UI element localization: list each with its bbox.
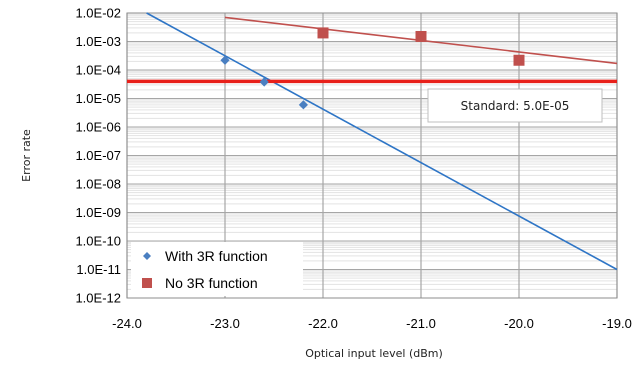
x-tick-label: -24.0 [112,316,142,331]
y-tick-label: 1.0E-04 [75,63,121,78]
y-tick-label: 1.0E-07 [75,148,121,163]
y-tick-label: 1.0E-06 [75,120,121,135]
y-tick-label: 1.0E-11 [76,262,121,277]
legend-label: No 3R function [165,275,258,291]
legend-marker-square [142,278,152,288]
y-tick-labels: 1.0E-12 1.0E-11 1.0E-10 1.0E-09 1.0E-08 1.0E-… [75,6,121,306]
standard-annotation: Standard: 5.0E-05 [427,88,603,123]
x-tick-labels: -24.0 -23.0 -22.0 -21.0 -20.0 -19.0 [112,316,632,331]
x-tick-label: -22.0 [308,316,338,331]
annotation-text: Standard: 5.0E-05 [461,99,570,113]
data-point-diamond [259,77,269,87]
data-point-square [317,27,329,39]
legend-marker-diamond [143,252,151,260]
trendline [146,12,618,271]
y-tick-label: 1.0E-12 [75,291,121,306]
trendlines [146,12,618,271]
y-tick-label: 1.0E-08 [75,177,121,192]
data-point-diamond [220,55,230,65]
x-tick-label: -20.0 [504,316,534,331]
y-tick-label: 1.0E-03 [75,34,121,49]
x-axis-title: Optical input level (dBm) [305,347,443,360]
y-tick-label: 1.0E-05 [75,91,121,106]
x-tick-label: -21.0 [406,316,436,331]
data-point-diamond [298,100,308,110]
annotation-box [427,88,603,123]
y-axis-title: Error rate [20,129,33,182]
legend: With 3R function No 3R function [131,242,303,296]
legend-background [131,242,303,296]
data-markers [220,27,525,110]
y-tick-label: 1.0E-09 [75,205,121,220]
data-point-square [415,30,427,42]
legend-label: With 3R function [165,248,268,264]
data-point-square [513,54,525,66]
x-tick-label: -19.0 [602,316,632,331]
x-tick-label: -23.0 [210,316,240,331]
plot-area-frame [126,12,618,299]
y-tick-label: 1.0E-02 [75,6,121,21]
y-tick-label: 1.0E-10 [75,234,121,249]
